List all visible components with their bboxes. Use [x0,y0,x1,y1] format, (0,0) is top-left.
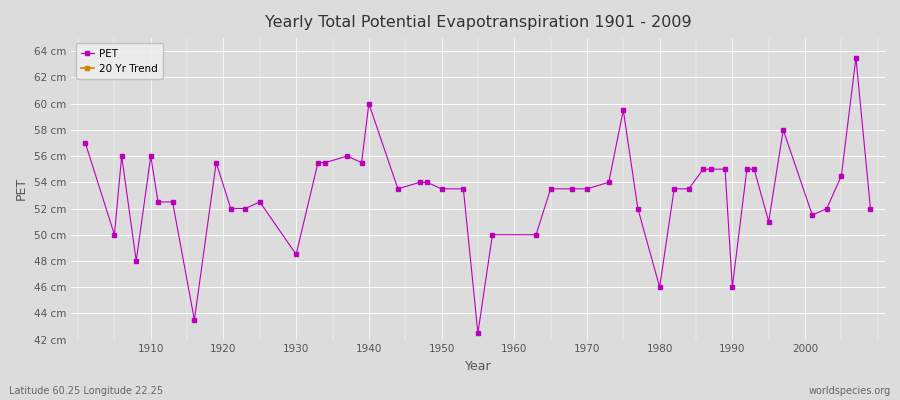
Line: PET: PET [84,56,872,335]
PET [836,173,847,178]
PET [683,186,694,191]
PET [153,200,164,204]
PET [618,108,629,113]
PET [109,232,120,237]
PET [654,285,665,290]
Text: Latitude 60.25 Longitude 22.25: Latitude 60.25 Longitude 22.25 [9,386,163,396]
PET [436,186,447,191]
PET [116,154,127,158]
PET [472,331,483,336]
Legend: PET, 20 Yr Trend: PET, 20 Yr Trend [76,43,163,80]
PET [669,186,680,191]
PET [633,206,643,211]
PET [225,206,236,211]
PET [364,101,374,106]
PET [603,180,614,185]
PET [291,252,302,257]
PET [742,167,752,172]
PET [727,285,738,290]
PET [356,160,367,165]
X-axis label: Year: Year [464,360,491,373]
PET [698,167,708,172]
PET [421,180,432,185]
PET [531,232,542,237]
PET [822,206,832,211]
PET [581,186,592,191]
PET [865,206,876,211]
PET [545,186,556,191]
PET [146,154,157,158]
Text: worldspecies.org: worldspecies.org [809,386,891,396]
PET [320,160,330,165]
PET [850,55,861,60]
PET [342,154,353,158]
PET [458,186,469,191]
PET [720,167,731,172]
PET [211,160,221,165]
PET [807,213,818,218]
PET [189,318,200,322]
PET [763,219,774,224]
PET [567,186,578,191]
PET [167,200,178,204]
PET [778,128,788,132]
PET [705,167,716,172]
PET [392,186,403,191]
PET [240,206,251,211]
Y-axis label: PET: PET [15,177,28,200]
PET [255,200,266,204]
Title: Yearly Total Potential Evapotranspiration 1901 - 2009: Yearly Total Potential Evapotranspiratio… [265,15,691,30]
PET [414,180,425,185]
PET [80,140,91,145]
PET [487,232,498,237]
PET [312,160,323,165]
PET [130,258,141,263]
PET [749,167,760,172]
